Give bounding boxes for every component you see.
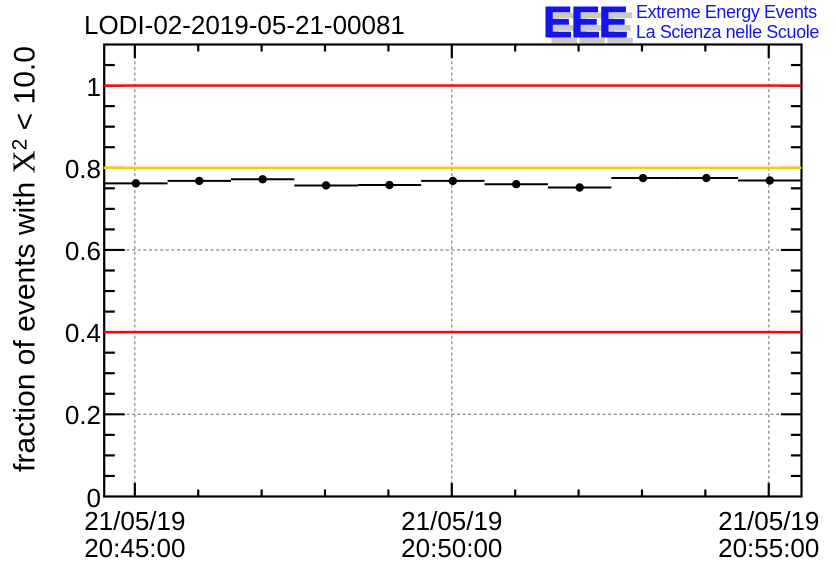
x-tick-label-date: 21/05/19 bbox=[718, 505, 820, 536]
data-point bbox=[195, 176, 204, 186]
y-tick-label: 0.8 bbox=[64, 153, 101, 184]
x-tick-label-date: 21/05/19 bbox=[401, 505, 503, 536]
eee-logo-letters-shadow: EEE bbox=[549, 3, 635, 53]
data-point bbox=[448, 176, 458, 186]
data-point bbox=[765, 176, 775, 185]
data-point bbox=[258, 175, 267, 184]
data-point bbox=[131, 179, 141, 188]
data-point bbox=[512, 180, 521, 189]
eee-logo-letters: EEE bbox=[543, 0, 629, 47]
data-point bbox=[321, 181, 331, 190]
x-tick-label: 21/05/19 20:50:00 bbox=[401, 505, 503, 563]
x-tick-label-time: 20:55:00 bbox=[718, 533, 820, 563]
y-tick-label: 0.2 bbox=[64, 400, 101, 431]
data-point bbox=[638, 173, 648, 183]
y-tick-label: 0.4 bbox=[64, 318, 101, 349]
data-point bbox=[575, 183, 584, 192]
x-tick-label-time: 20:45:00 bbox=[84, 533, 186, 563]
eee-logo-text: Extreme Energy Events La Scienza nelle S… bbox=[636, 2, 819, 42]
x-tick-label: 21/05/19 20:45:00 bbox=[84, 505, 186, 563]
eee-logo: EEE EEE Extreme Energy Events La Scienza… bbox=[0, 0, 836, 50]
eee-logo-line2: La Scienza nelle Scuole bbox=[636, 22, 819, 43]
x-tick-label-time: 20:50:00 bbox=[401, 533, 503, 563]
x-tick-label-date: 21/05/19 bbox=[84, 505, 186, 536]
plot-title: LODI-02-2019-05-21-00081 bbox=[84, 9, 405, 40]
plot-frame bbox=[103, 43, 803, 498]
y-tick-label: 1 bbox=[86, 71, 101, 102]
y-axis-title-superscript: 2 bbox=[8, 138, 32, 151]
x-tick-label: 21/05/19 20:55:00 bbox=[718, 505, 820, 563]
y-tick-label: 0 bbox=[86, 482, 101, 513]
data-point bbox=[702, 173, 711, 183]
data-point bbox=[385, 180, 394, 190]
y-tick-label: 0.6 bbox=[64, 235, 101, 266]
eee-logo-line1: Extreme Energy Events bbox=[636, 2, 817, 22]
